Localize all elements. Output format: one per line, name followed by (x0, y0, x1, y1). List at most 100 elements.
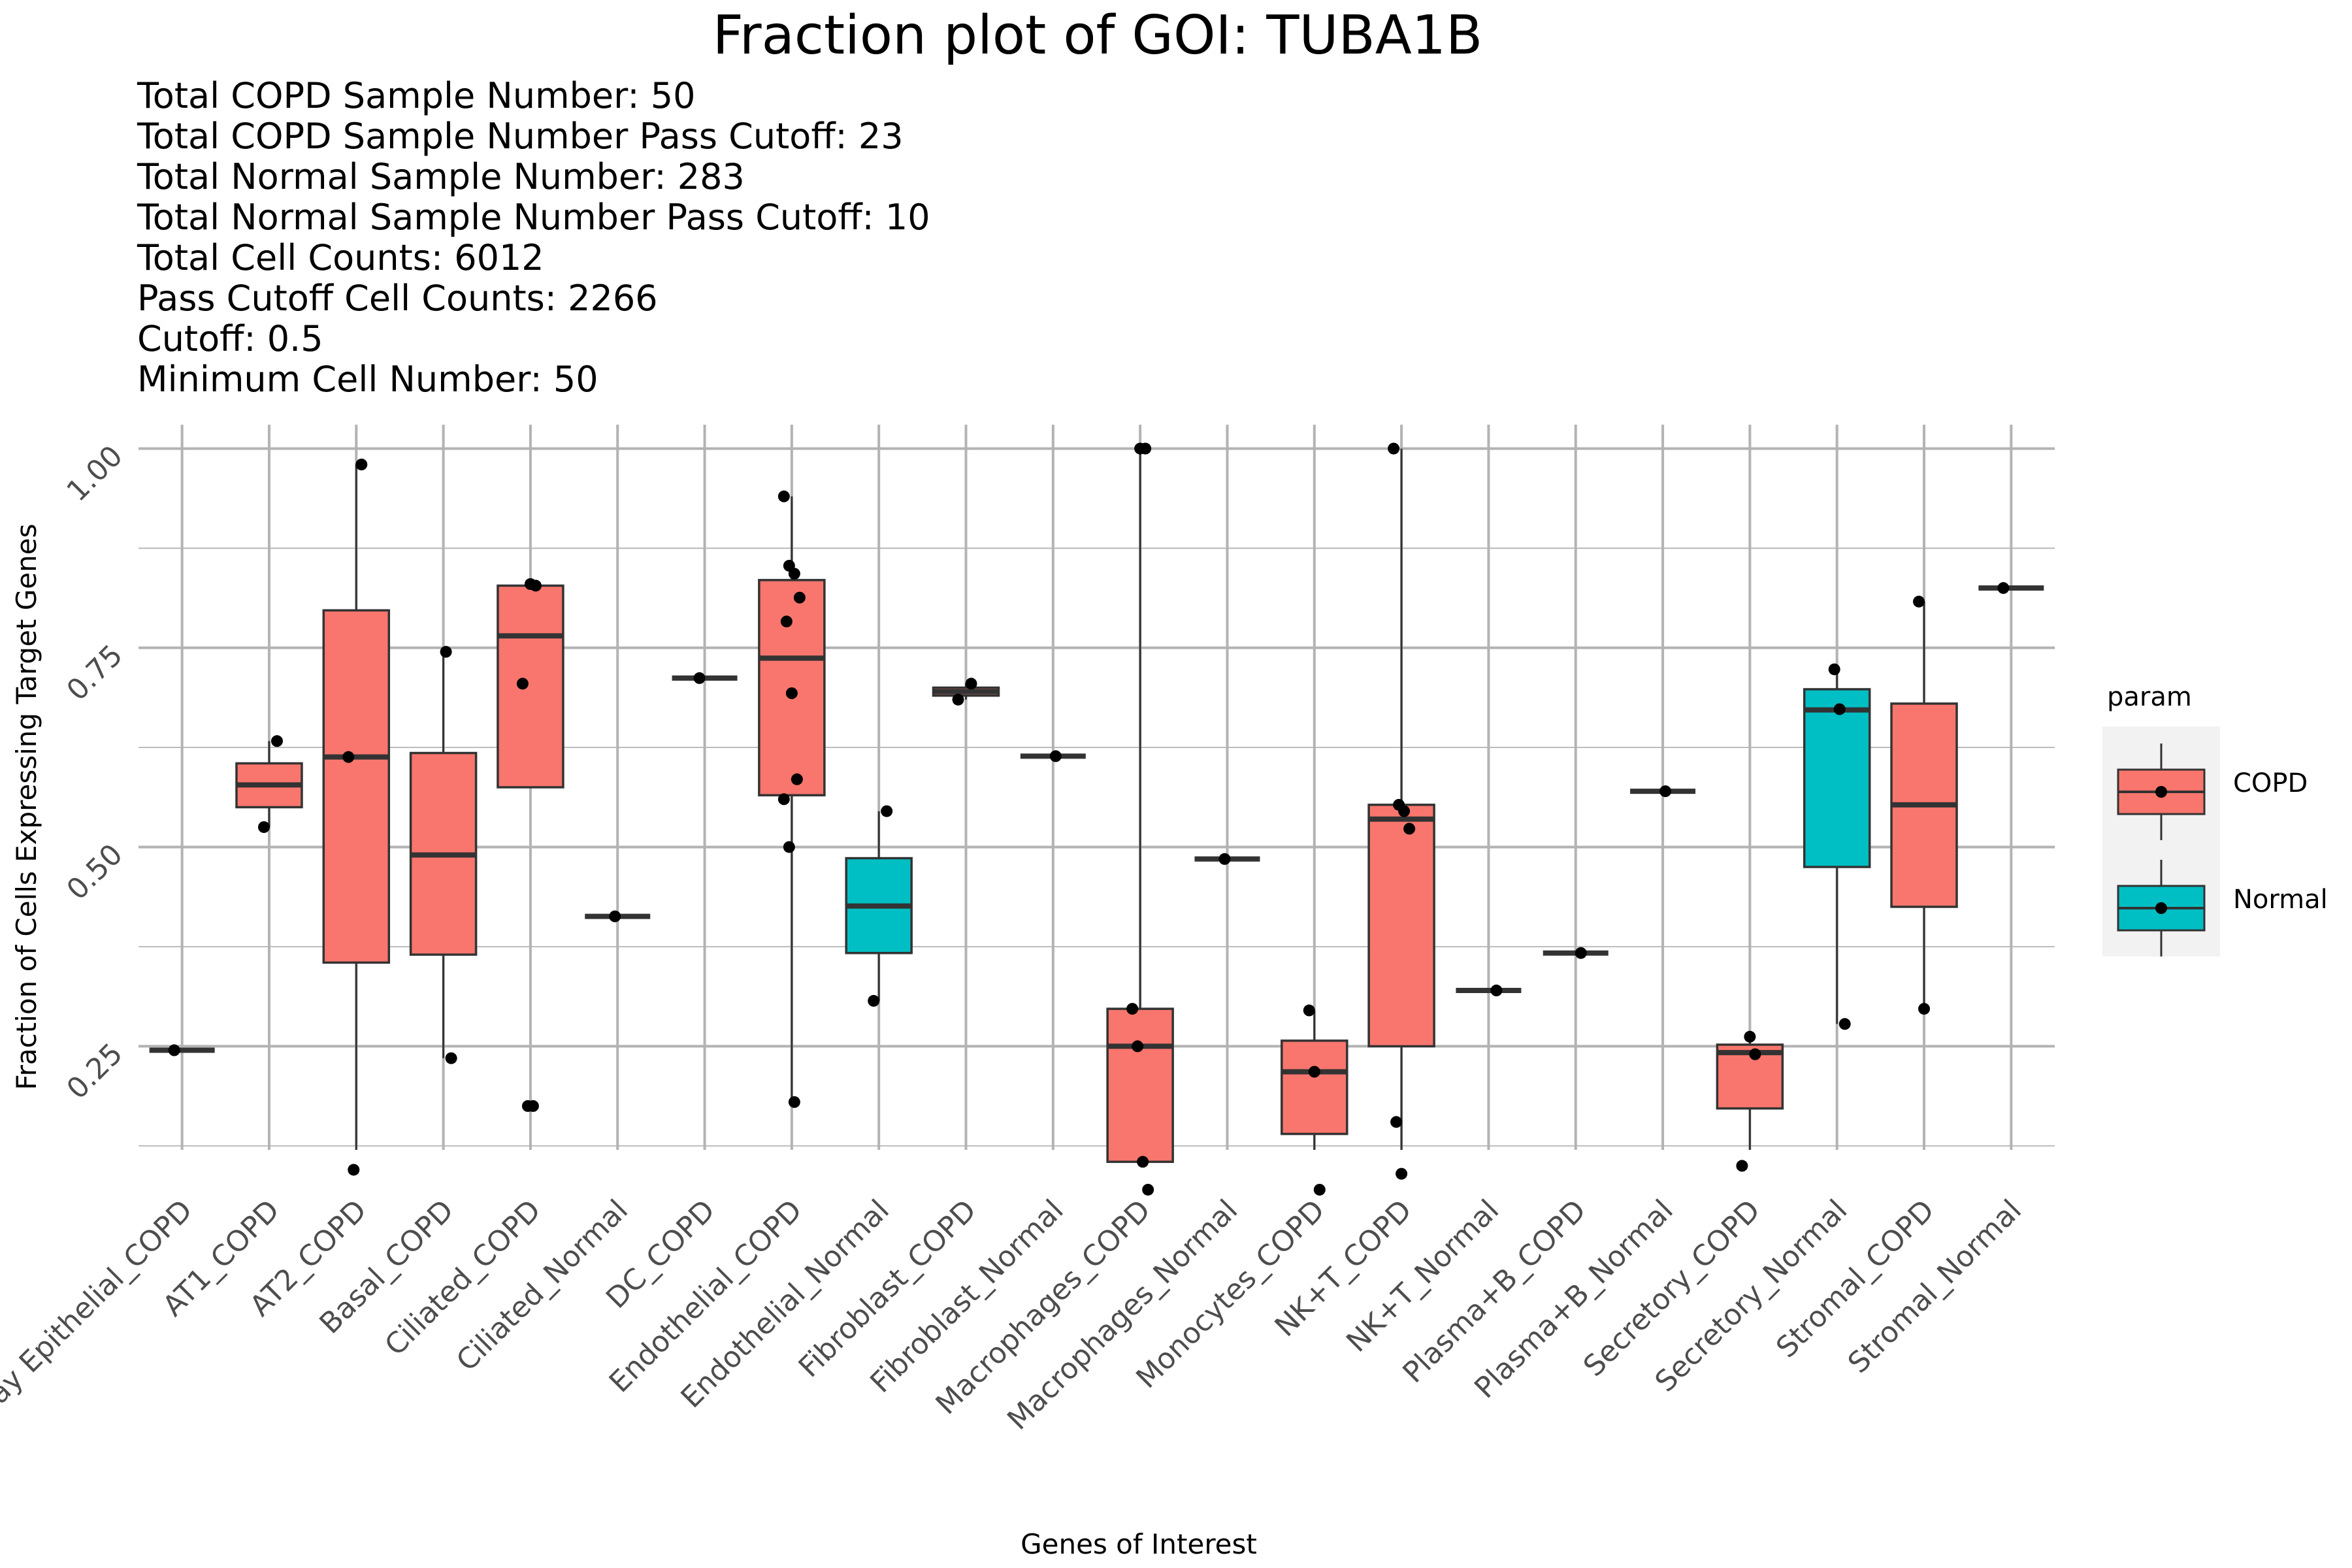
box-at2-copd (322, 458, 391, 1176)
data-point (1308, 1066, 1320, 1078)
data-point (1390, 1116, 1403, 1128)
x-axis-label: Genes of Interest (1021, 1528, 1257, 1560)
data-point (1396, 1168, 1408, 1180)
box-iqr (497, 584, 564, 789)
subtitle-line: Minimum Cell Number: 50 (137, 359, 598, 400)
box-at1-copd (235, 735, 303, 833)
box-iqr (1367, 804, 1435, 1048)
subtitle-line: Total Normal Sample Number Pass Cutoff: … (137, 197, 930, 238)
data-point (1736, 1160, 1748, 1172)
data-point (693, 672, 706, 684)
legend-key (2117, 743, 2206, 840)
data-point (1388, 442, 1400, 455)
data-point (788, 568, 800, 580)
data-point (777, 793, 790, 806)
y-tick-label: 0.75 (60, 638, 129, 707)
box-iqr (1281, 1039, 1348, 1135)
box-dc-copd (672, 672, 738, 684)
box-iqr (322, 609, 391, 964)
data-point (1137, 1156, 1149, 1168)
box-endothelial-copd (758, 490, 826, 1108)
data-point (1126, 1003, 1139, 1015)
box-macrophages-copd (1106, 442, 1174, 1196)
data-point (609, 910, 621, 923)
legend-title: param (2107, 682, 2192, 712)
data-point (342, 751, 355, 763)
chart-title: Fraction plot of GOI: TUBA1B (713, 5, 1483, 67)
y-tick-label: 0.50 (60, 838, 129, 906)
data-point (785, 687, 798, 700)
data-point (516, 678, 529, 690)
legend-key-point (2155, 902, 2167, 914)
data-point (1828, 663, 1840, 676)
y-axis-label: Fraction of Cells Expressing Target Gene… (10, 524, 42, 1090)
data-point (1049, 750, 1062, 762)
box-ciliated-normal (585, 910, 651, 923)
chart-subtitle: Total COPD Sample Number: 50 Total COPD … (137, 75, 930, 400)
data-point (1313, 1183, 1326, 1196)
box-nk-t-copd (1367, 442, 1435, 1180)
box-iqr (1803, 688, 1871, 868)
data-point (257, 821, 270, 833)
subtitle-line: Total Cell Counts: 6012 (137, 237, 544, 278)
box-fibroblast-normal (1020, 750, 1086, 762)
box-stromal-copd (1890, 595, 1958, 1015)
legend: param COPD Normal (2102, 682, 2328, 956)
data-point (527, 1100, 539, 1112)
data-point (1575, 947, 1587, 959)
subtitle-line: Total Normal Sample Number: 283 (137, 156, 745, 197)
x-tick-label: NK+T_Normal (1340, 1194, 1505, 1359)
data-point (791, 773, 803, 785)
box-ciliated-copd (497, 578, 564, 1112)
subtitle-line: Cutoff: 0.5 (137, 318, 323, 359)
data-point (788, 1096, 800, 1108)
data-point (777, 490, 790, 502)
x-tick-label: Ciliated_COPD (378, 1194, 547, 1362)
data-point (1142, 1183, 1154, 1196)
data-point (780, 615, 792, 628)
data-point (529, 580, 542, 592)
box-basal-copd (409, 645, 478, 1064)
data-point (168, 1044, 180, 1056)
x-tick-label: Stromal_COPD (1770, 1194, 1941, 1365)
data-point (1744, 1030, 1756, 1043)
data-point (1403, 823, 1416, 835)
y-tick-label: 0.25 (60, 1037, 129, 1105)
data-point (445, 1052, 457, 1064)
data-point (783, 841, 795, 853)
legend-label-normal: Normal (2233, 885, 2328, 915)
data-point (1303, 1004, 1315, 1017)
data-point (1838, 1018, 1851, 1030)
x-tick-label: Airway Epithelial_COPD (0, 1194, 199, 1455)
data-point (1139, 442, 1152, 455)
y-tick-label: 1.00 (60, 439, 129, 508)
subtitle-line: Total COPD Sample Number: 50 (137, 75, 695, 116)
box-secretory-normal (1803, 663, 1871, 1030)
data-point (1997, 582, 2010, 595)
data-point (1490, 985, 1503, 997)
legend-key (2117, 860, 2206, 956)
data-point (440, 645, 452, 658)
data-point (1659, 785, 1672, 798)
box-plasma-b-normal (1630, 785, 1696, 798)
box-endothelial-normal (845, 805, 913, 1007)
data-point (1132, 1040, 1144, 1053)
data-point (952, 693, 964, 706)
legend-key-point (2155, 786, 2167, 798)
data-point (793, 591, 806, 604)
box-nk-t-normal (1456, 985, 1522, 997)
data-point (881, 805, 893, 817)
data-point (1749, 1048, 1761, 1060)
box-stromal-normal (1978, 582, 2044, 595)
legend-keys (2117, 743, 2206, 956)
box-plasma-b-copd (1543, 947, 1609, 959)
box-macrophages-normal (1194, 853, 1260, 865)
box-secretory-copd (1716, 1030, 1784, 1172)
data-point (348, 1164, 360, 1176)
legend-label-copd: COPD (2233, 768, 2308, 798)
data-point (1398, 805, 1411, 817)
box-monocytes-copd (1281, 1004, 1348, 1196)
box-iqr (1106, 1007, 1174, 1164)
data-point (270, 735, 283, 747)
